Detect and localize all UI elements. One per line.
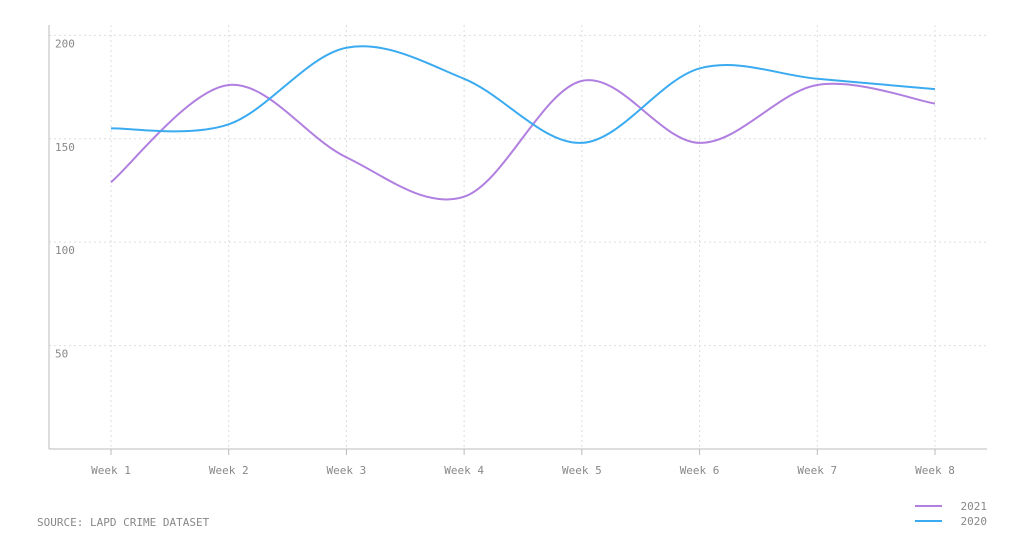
legend-label: 2021 bbox=[961, 500, 988, 513]
legend-label: 2020 bbox=[961, 515, 988, 528]
y-tick-label: 100 bbox=[55, 244, 75, 257]
x-tick-label: Week 1 bbox=[91, 464, 131, 477]
x-tick-label: Week 8 bbox=[915, 464, 955, 477]
y-tick-label: 150 bbox=[55, 141, 75, 154]
x-tick-label: Week 5 bbox=[562, 464, 602, 477]
y-tick-label: 50 bbox=[55, 348, 68, 361]
x-tick-label: Week 4 bbox=[444, 464, 484, 477]
x-tick-label: Week 6 bbox=[680, 464, 720, 477]
x-tick-label: Week 7 bbox=[797, 464, 837, 477]
series-line bbox=[110, 45, 936, 144]
source-note: SOURCE: LAPD CRIME DATASET bbox=[37, 516, 210, 529]
y-tick-label: 200 bbox=[55, 37, 75, 50]
x-tick-label: Week 2 bbox=[209, 464, 249, 477]
x-tick-label: Week 3 bbox=[327, 464, 367, 477]
series-line bbox=[110, 79, 936, 201]
